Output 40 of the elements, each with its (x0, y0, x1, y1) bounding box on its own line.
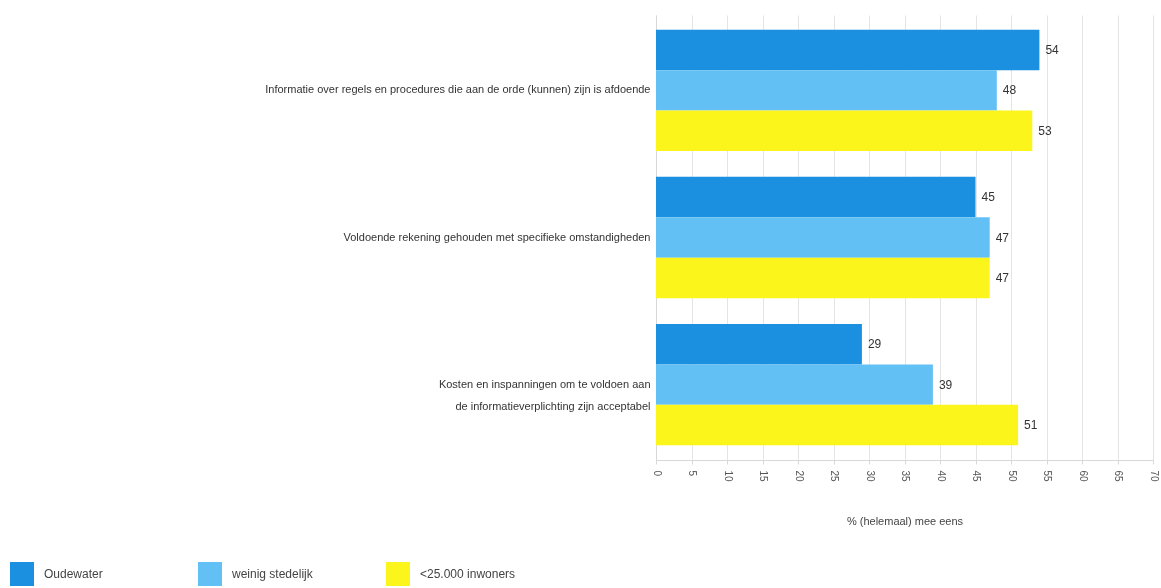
x-tick-label: 30 (864, 470, 876, 483)
bar (656, 364, 933, 405)
bar (656, 176, 976, 218)
x-tick-label: 55 (1042, 470, 1053, 483)
x-axis-title: % (helemaal) mee eens (846, 514, 964, 527)
data-label: 54 (1045, 42, 1060, 57)
x-tick-label: 70 (1148, 470, 1160, 483)
data-label: 45 (981, 190, 996, 205)
y-tick-label: Voldoende rekening gehouden met specifieke omstandigheden (343, 230, 651, 243)
x-tick-label: 60 (1077, 470, 1089, 483)
x-tick-label: 50 (1006, 470, 1018, 483)
x-tick-label: 20 (793, 470, 805, 483)
x-tick-label: 35 (900, 470, 911, 483)
y-tick-label: Informatie over regels en procedures die aan de orde (kunnen) zijn is afdoende (265, 83, 651, 96)
x-tick-label: 45 (971, 470, 982, 483)
legend-label: <25.000 inwoners (420, 567, 516, 581)
bar (656, 70, 997, 111)
bar (656, 404, 1019, 446)
data-label: 29 (867, 337, 882, 352)
data-label: 39 (938, 377, 953, 392)
data-label: 51 (1024, 418, 1038, 433)
bar (656, 257, 990, 299)
data-label: 48 (1002, 83, 1017, 98)
y-tick-label: Kosten en inspanningen om te voldoen aan de informatieverplichting zijn acceptabel (438, 377, 651, 412)
data-label: 47 (995, 270, 1010, 285)
data-label: 47 (995, 230, 1010, 245)
x-tick-label: 40 (935, 470, 947, 483)
x-tick-label: 65 (1113, 470, 1124, 483)
legend-label: weinig stedelijk (231, 567, 314, 581)
bar (656, 323, 862, 365)
bar (656, 29, 1040, 71)
x-tick-label: 5 (687, 470, 698, 477)
x-tick-label: 0 (651, 470, 663, 477)
bar (656, 217, 990, 258)
x-tick-label: 10 (722, 470, 734, 483)
x-tick-label: 15 (758, 470, 769, 483)
bar (656, 110, 1033, 152)
x-tick-label: 25 (829, 470, 840, 483)
legend-label: Oudewater (44, 567, 103, 581)
data-label: 53 (1038, 123, 1052, 138)
